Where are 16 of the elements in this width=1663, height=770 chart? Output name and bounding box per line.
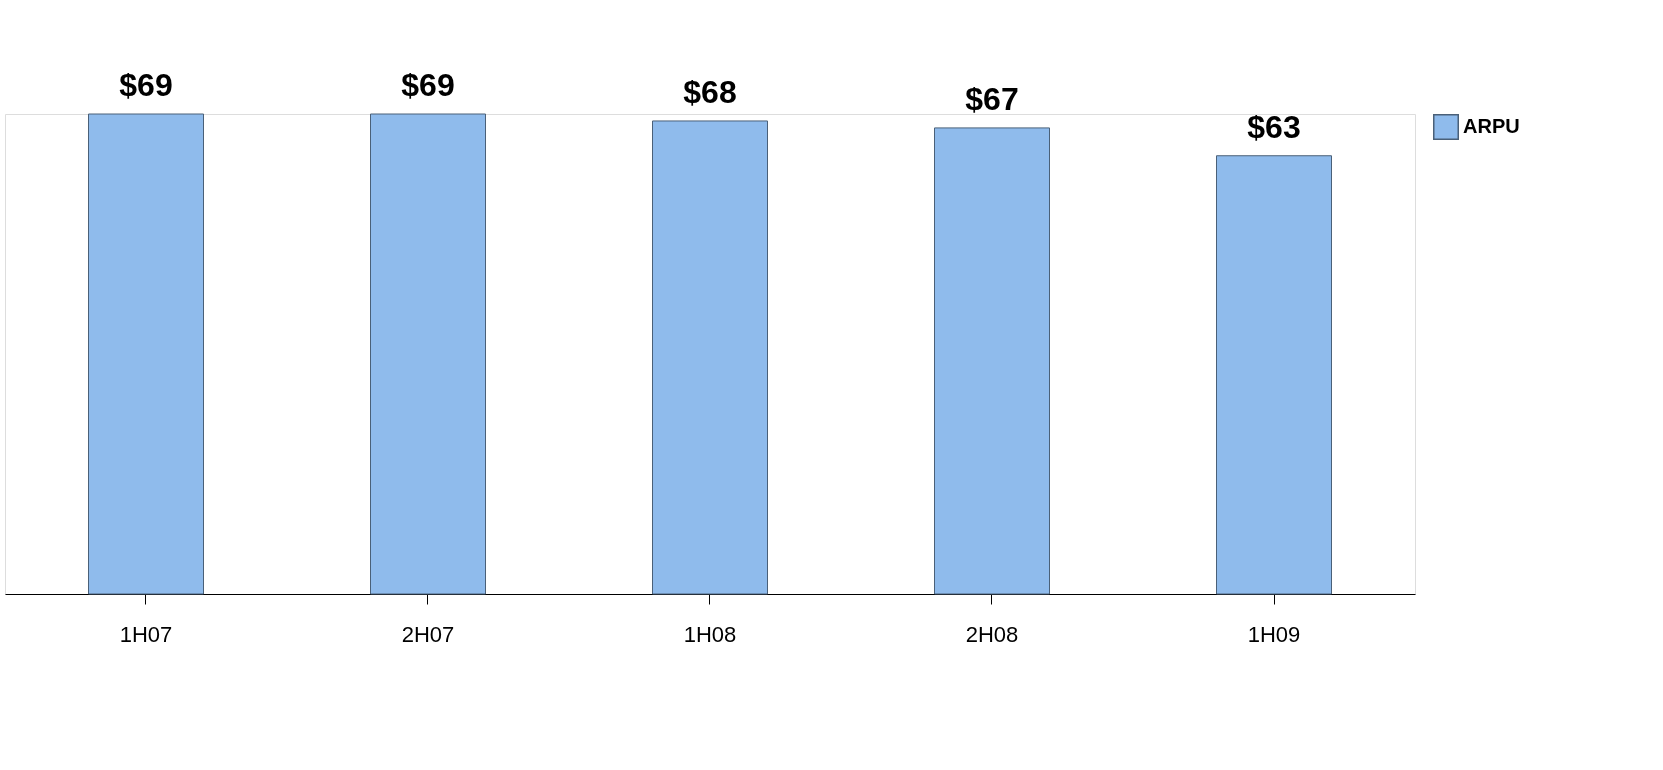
x-tick-label: 1H07: [119, 621, 173, 647]
x-tick-label: 2H08: [965, 621, 1019, 647]
bar: [88, 113, 204, 595]
data-label: $69: [401, 67, 455, 103]
x-tick-label: 2H07: [401, 621, 455, 647]
x-tick-label: 1H08: [683, 621, 737, 647]
data-label: $69: [119, 67, 173, 103]
data-label: $68: [683, 73, 737, 110]
bar: [934, 127, 1050, 595]
bar: [1216, 155, 1332, 595]
bar: [652, 120, 768, 595]
data-label: $63: [1247, 108, 1301, 145]
bar: [370, 113, 486, 595]
x-tick-label: 1H09: [1247, 621, 1301, 647]
legend-label: ARPU: [1463, 115, 1520, 137]
data-label: $67: [965, 80, 1019, 117]
